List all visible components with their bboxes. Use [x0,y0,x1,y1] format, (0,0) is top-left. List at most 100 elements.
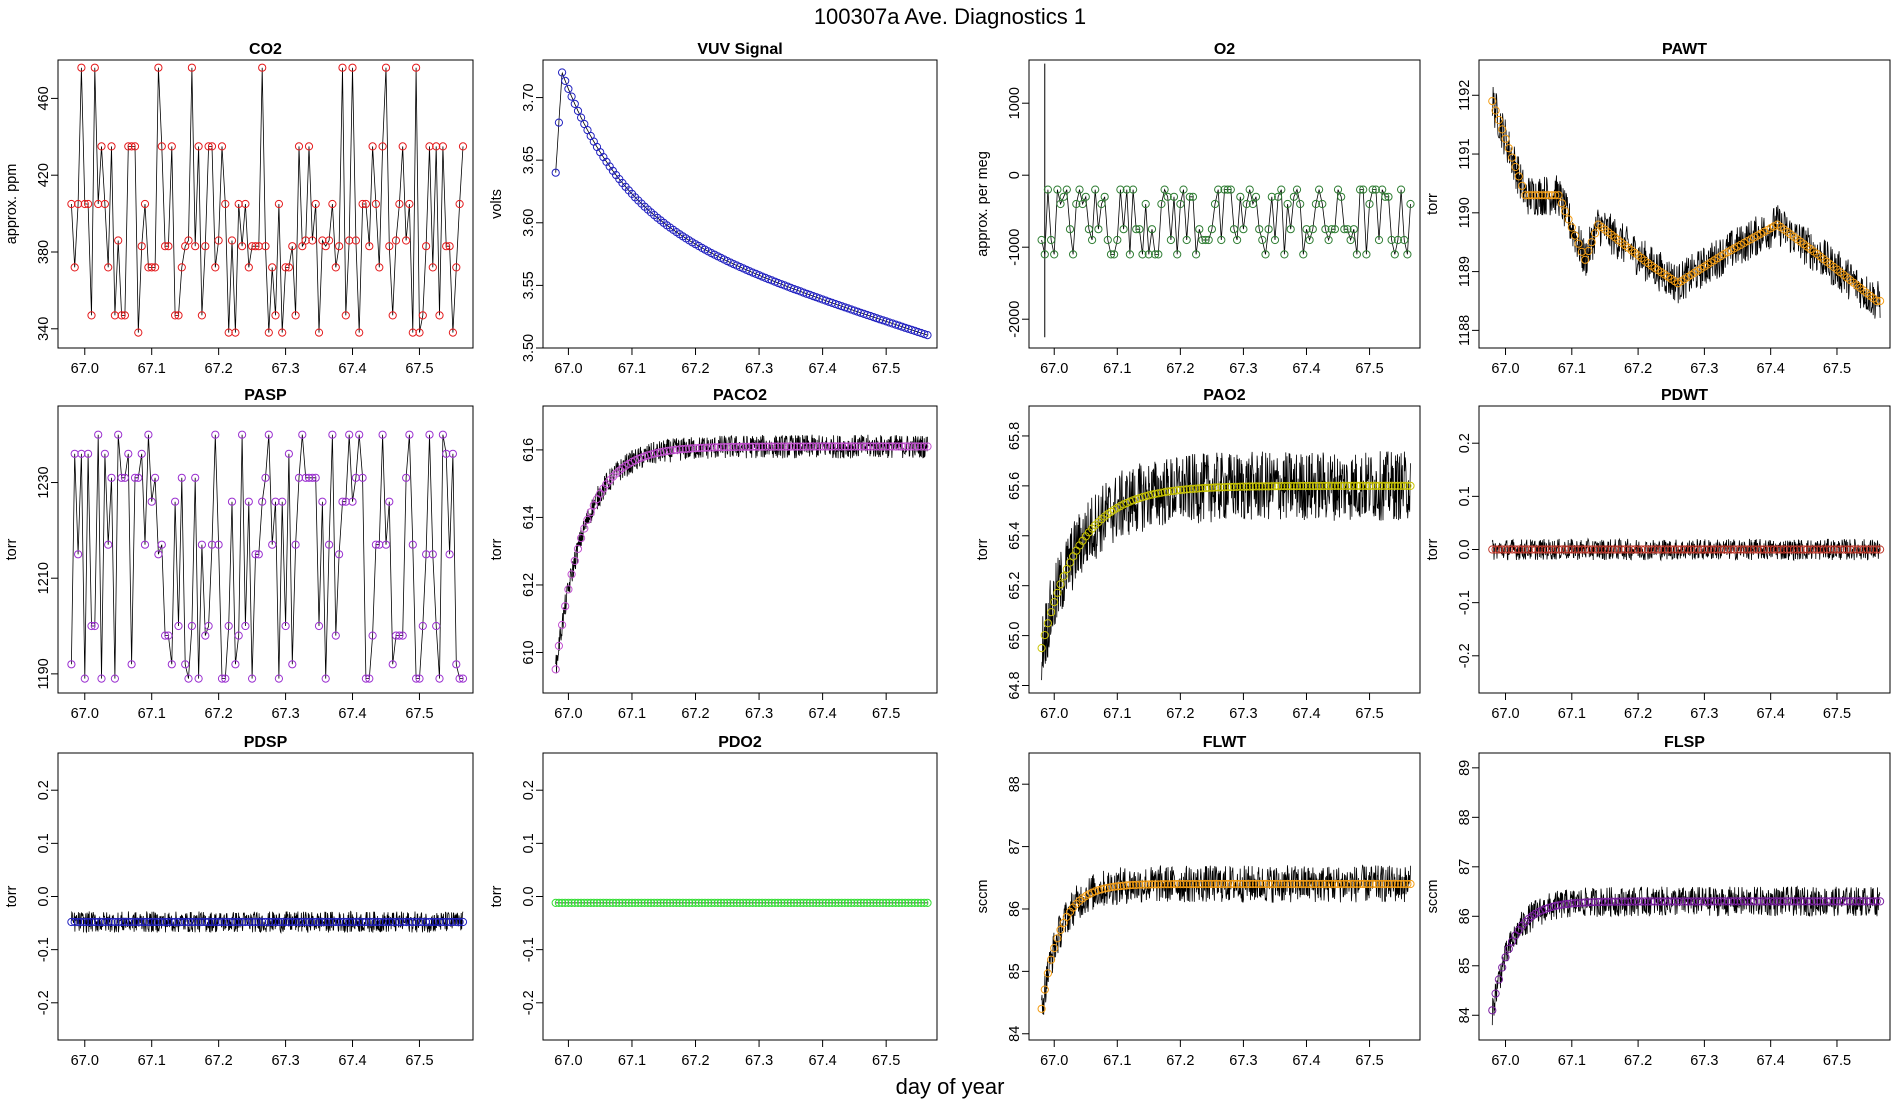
data-point [1799,545,1808,554]
data-point [1182,880,1191,889]
data-point [1242,879,1251,889]
y-tick-label: 1230 [36,466,52,498]
data-point [70,263,79,272]
data-point [1594,545,1603,554]
data-point [1040,250,1049,259]
x-tick-label: 67.2 [1166,361,1194,377]
data-point [608,898,618,908]
y-tick-label: -0.2 [36,990,52,1015]
data-point [780,898,789,908]
data-point [284,449,293,458]
y-tick-label: 1190 [1457,197,1473,228]
data-point [669,446,678,455]
data-point [1037,235,1046,245]
data-point [1746,897,1755,906]
data-point [1239,482,1248,491]
y-tick-label: 1210 [36,562,52,594]
data-point [1176,485,1185,495]
data-point [891,898,900,908]
data-point [314,621,324,631]
data-point [783,442,792,451]
data-point [809,442,818,451]
data-point [227,497,237,506]
data-point [1330,879,1340,889]
data-point [1255,225,1264,234]
data-point [388,917,397,927]
data-point [1119,225,1128,234]
data-point [140,199,150,209]
data-point [783,898,792,908]
data-point [1561,545,1570,554]
data-point [1242,482,1251,491]
data-point [1786,897,1795,906]
data-point [1311,879,1321,889]
data-point [74,550,83,559]
data-point [258,63,267,72]
y-axis-label: torr [489,538,505,560]
data-point [1660,545,1669,554]
x-tick-label: 67.3 [1229,1053,1257,1069]
x-tick-label: 67.5 [405,361,433,377]
data-point [130,142,140,151]
data-point [1056,580,1065,589]
y-tick-label: 0.0 [521,886,537,906]
data-point [1214,879,1223,889]
data-point [164,631,173,640]
data-point [291,540,300,549]
y-axis-label: approx. per meg [975,151,991,257]
data-point [1647,897,1656,906]
data-point [114,430,123,439]
data-point [646,450,656,459]
data-point [1869,545,1878,554]
data-point [802,442,811,451]
data-point [1387,235,1396,245]
data-point [659,898,668,908]
data-point [274,674,283,683]
data-point [1403,481,1412,490]
data-point [1182,235,1191,245]
data-point [120,473,130,482]
data-point [1072,199,1081,209]
data-point [577,534,586,543]
data-point [669,898,678,908]
data-point [1333,481,1343,490]
y-tick-label: 65.4 [1007,522,1023,550]
panel-vuv: VUV Signal volts 67.0 67.1 67.2 67.3 67.4 67.5 3… [489,41,938,377]
data-point [1103,235,1112,245]
data-point [1600,545,1610,554]
data-point [325,236,334,245]
data-point [107,917,116,927]
y-axis-label: torr [975,538,991,560]
data-point [314,328,324,337]
x-tick-label: 67.5 [872,1053,900,1069]
plot-frame [1478,752,1891,1041]
y-tick-label: 1000 [1007,87,1023,119]
data-point [732,898,741,908]
data-point [405,199,414,209]
data-point [681,898,691,908]
data-point [458,674,468,683]
data-point [1371,879,1381,889]
data-point [1673,897,1683,906]
data-point [1637,545,1646,554]
x-tick-label: 67.4 [1292,706,1320,722]
data-point [422,550,431,559]
data-point [171,311,180,320]
x-tick-label: 67.4 [808,706,836,722]
panel-pawt: PAWT torr 67.0 67.1 67.2 67.3 67.4 67.5 1188 1189… [1425,41,1891,377]
data-point [1088,235,1097,245]
data-point [1037,644,1046,653]
data-point [1163,487,1172,496]
data-point [1381,481,1390,490]
data-point [729,442,738,452]
data-point [147,497,156,506]
data-point [1590,545,1600,554]
data-point [1223,185,1232,194]
data-point [1498,963,1507,972]
data-point [1677,545,1686,554]
data-point [455,917,464,927]
x-tick-label: 67.2 [681,1053,709,1069]
data-point [1147,225,1157,234]
data-point [388,311,397,320]
data-point [1327,225,1336,234]
